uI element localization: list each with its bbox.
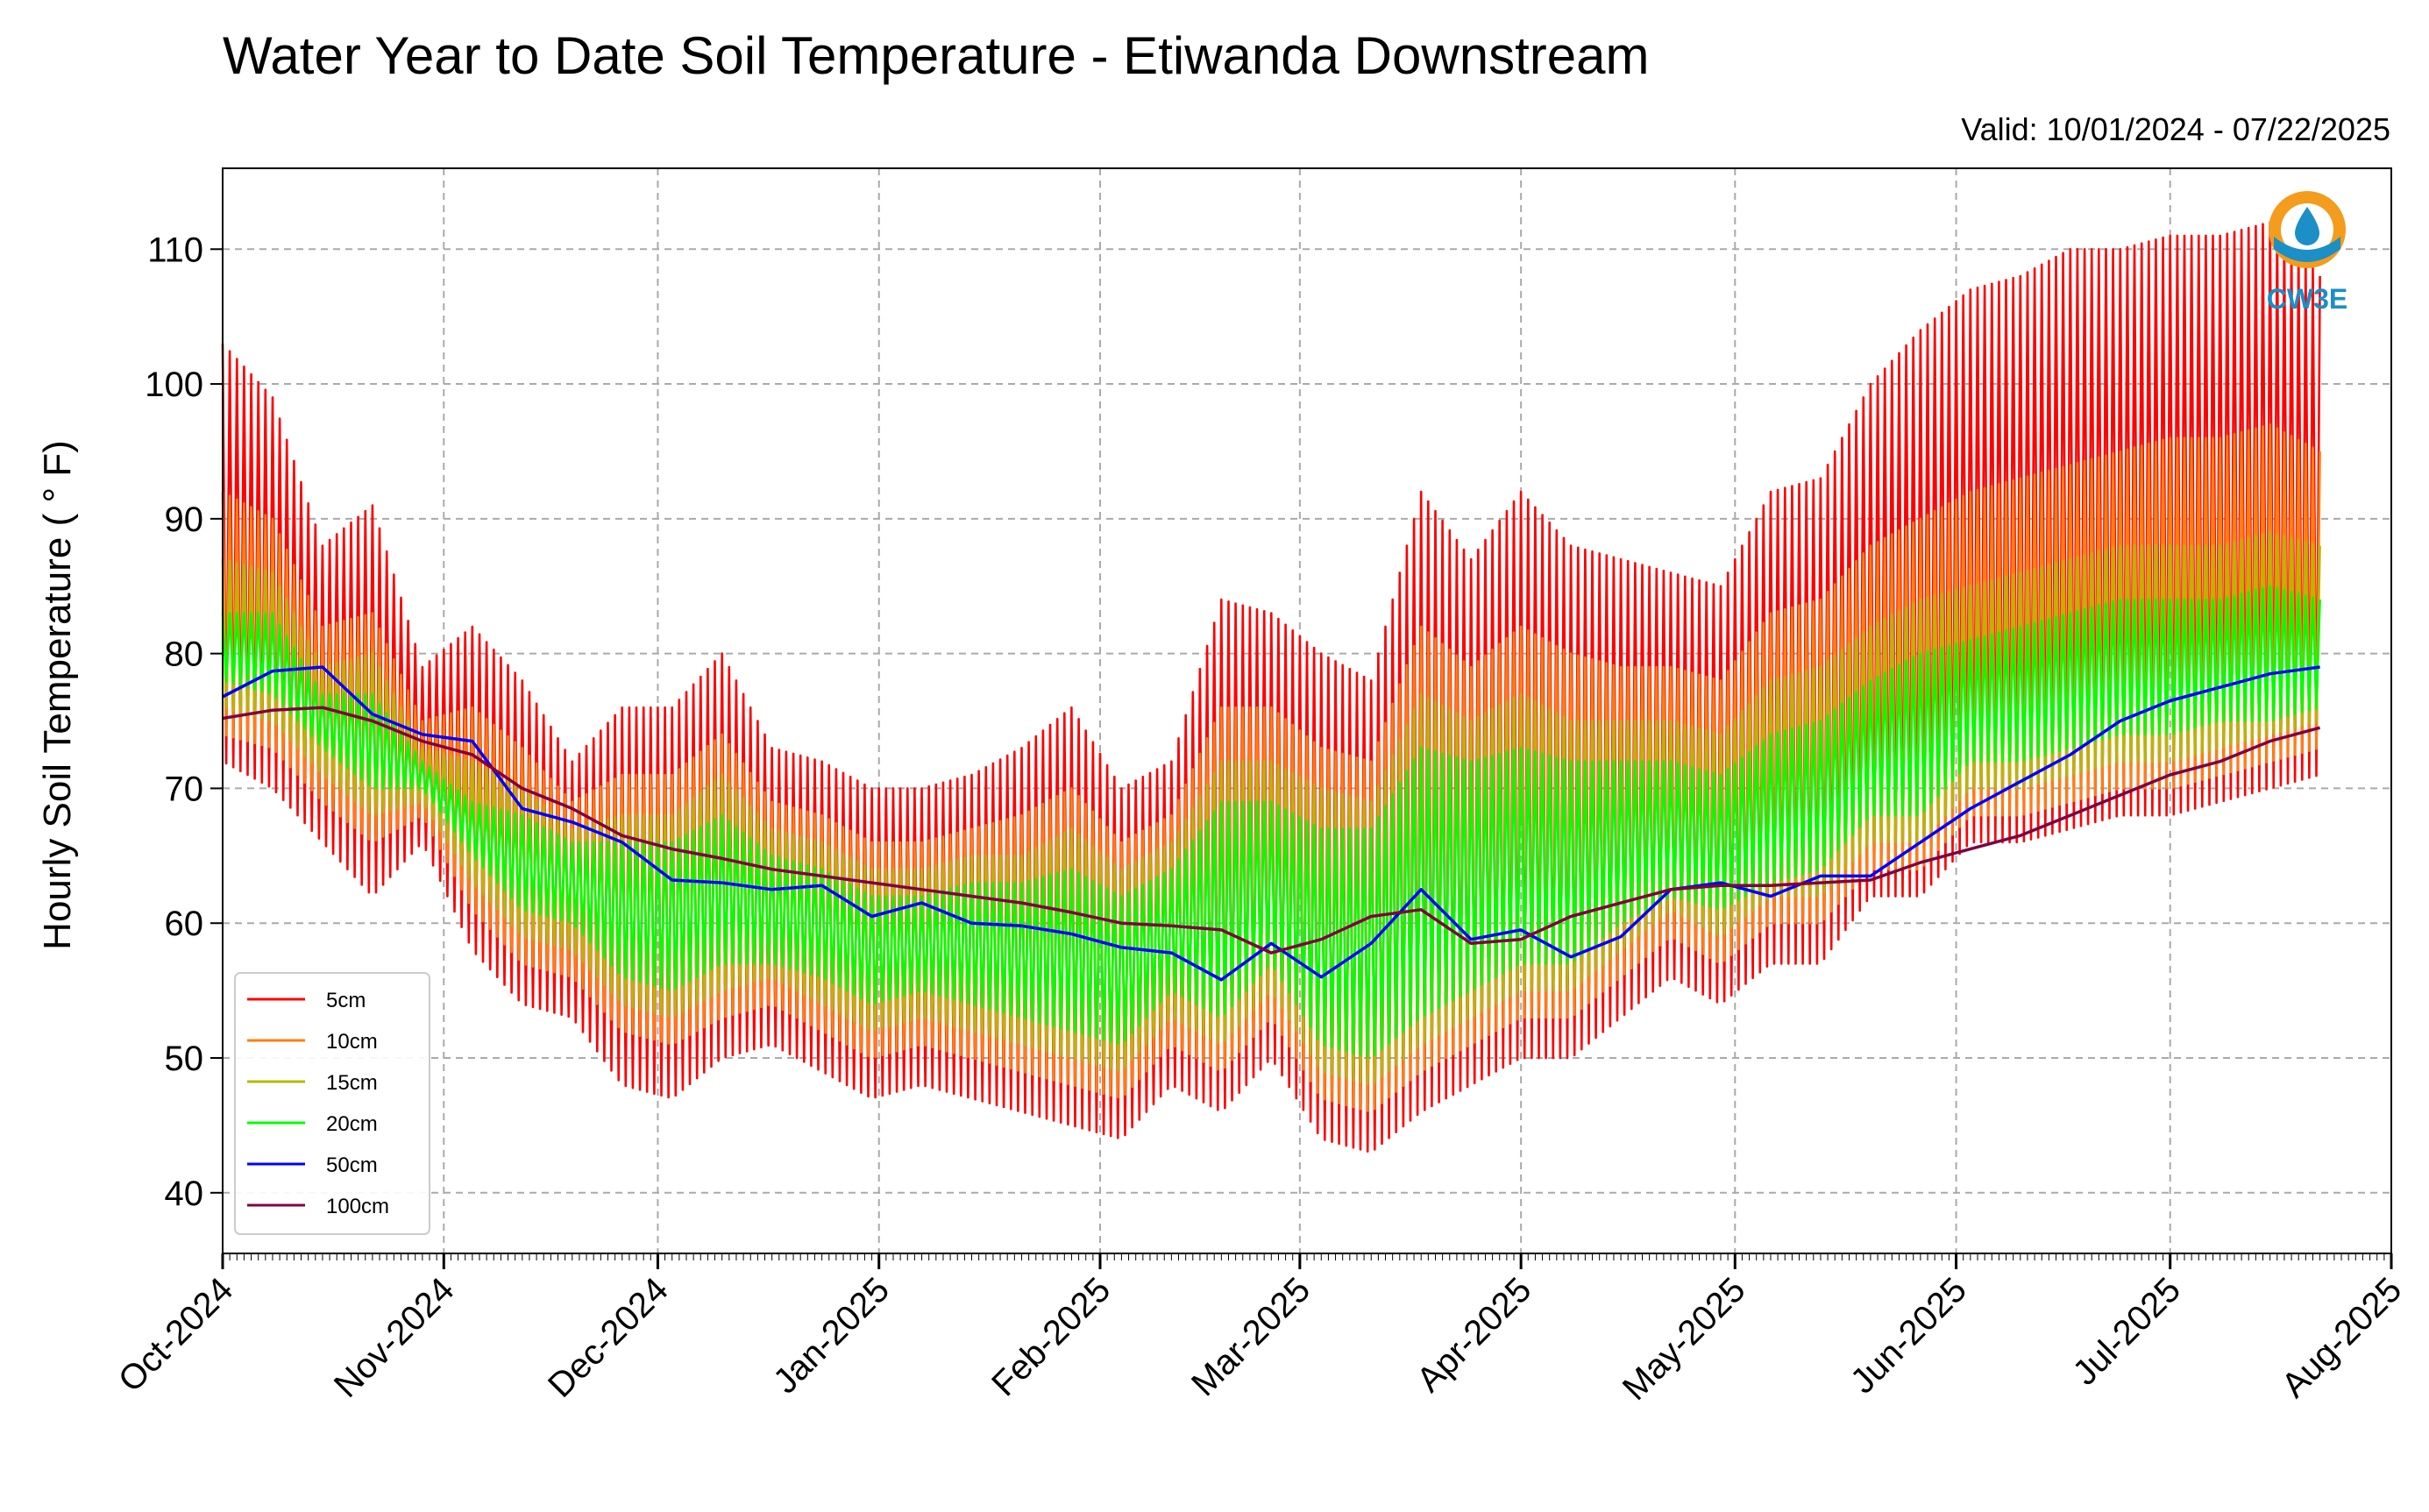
chart-subtitle: Valid: 10/01/2024 - 07/22/2025 — [1961, 111, 2390, 147]
series-line-100cm — [222, 706, 2321, 955]
series-line-15cm — [221, 530, 2321, 1085]
cw3e-logo: CW3E — [2267, 191, 2347, 315]
legend-label-20cm: 20cm — [326, 1112, 378, 1136]
y-tick-label: 90 — [165, 500, 204, 539]
y-tick-label: 60 — [165, 905, 204, 943]
series-line-20cm — [221, 585, 2321, 1059]
legend-label-50cm: 50cm — [326, 1154, 378, 1177]
series-line-5cm — [221, 221, 2321, 1153]
legend-label-5cm: 5cm — [326, 989, 366, 1012]
y-tick-label: 40 — [165, 1175, 204, 1213]
data-layer — [221, 221, 2321, 1153]
series-line-10cm — [221, 422, 2321, 1112]
legend-box — [234, 972, 430, 1235]
legend-label-15cm: 15cm — [326, 1071, 378, 1095]
y-tick-label: 110 — [147, 231, 203, 269]
y-tick-label: 70 — [165, 770, 204, 808]
legend-label-10cm: 10cm — [326, 1030, 378, 1054]
chart-title: Water Year to Date Soil Temperature - Et… — [223, 26, 1649, 85]
y-tick-label: 80 — [165, 635, 204, 674]
series-line-50cm — [222, 665, 2320, 982]
logo-wave-icon — [2274, 237, 2340, 262]
y-tick-label: 50 — [165, 1040, 204, 1078]
legend: 5cm 10cm 15cm 20cm 50cm 100cm — [234, 972, 430, 1235]
logo-text: CW3E — [2267, 283, 2347, 315]
logo-drop-icon — [2295, 207, 2319, 245]
y-tick-label: 100 — [145, 366, 203, 404]
y-axis-label: Hourly Soil Temperature ( ° F) — [36, 440, 79, 950]
legend-label-100cm: 100cm — [326, 1195, 389, 1218]
